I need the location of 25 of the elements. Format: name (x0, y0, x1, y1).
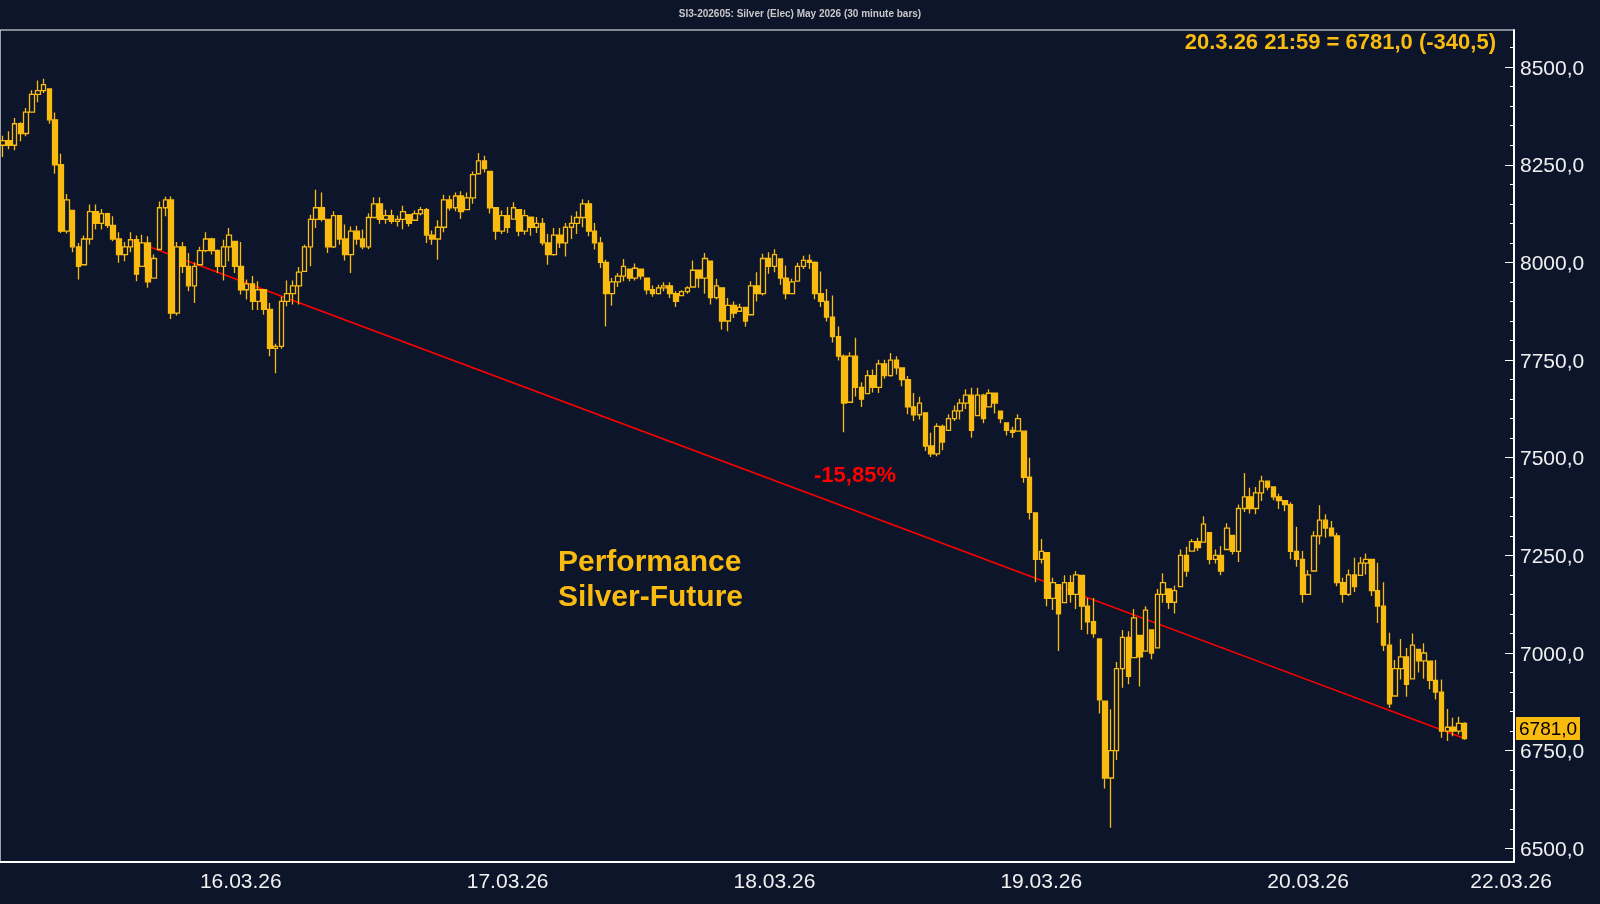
y-tick-label: 6750,0 (1520, 739, 1585, 763)
y-tick-label: 7750,0 (1520, 348, 1585, 372)
y-tick-label: 6500,0 (1520, 836, 1585, 860)
y-tick-label: 8500,0 (1520, 55, 1585, 79)
x-tick-label: 22.03.26 (1470, 869, 1552, 892)
y-tick-label: 7000,0 (1520, 641, 1585, 665)
y-tick-label: 7500,0 (1520, 446, 1585, 470)
y-tick-label: 8250,0 (1520, 153, 1585, 177)
y-tick-label: 7250,0 (1520, 543, 1585, 567)
candlestick (997, 410, 1004, 424)
text: 6781,0 (1516, 717, 1581, 741)
x-tick-label: 16.03.26 (199, 869, 282, 892)
x-tick-label: 20.03.26 (1267, 869, 1349, 892)
candlestick (643, 277, 651, 296)
chart-title: SI3-202605: Silver (Elec) May 2026 (30 minute bars) (678, 7, 922, 19)
candlestick (1420, 642, 1428, 680)
candlestick (1217, 545, 1225, 576)
y-tick-label: 8000,0 (1520, 250, 1585, 274)
annotation: Performance Silver-Future (558, 544, 750, 612)
x-tick-label: 17.03.26 (466, 869, 549, 892)
candlestick (1223, 522, 1231, 551)
x-tick-label: 18.03.26 (733, 869, 816, 892)
annotation: 20.3.26 21:59 = 6781,0 (-340,5) (1184, 28, 1496, 54)
annotation: -15,85% (814, 461, 896, 487)
x-tick-label: 19.03.26 (1000, 869, 1083, 892)
